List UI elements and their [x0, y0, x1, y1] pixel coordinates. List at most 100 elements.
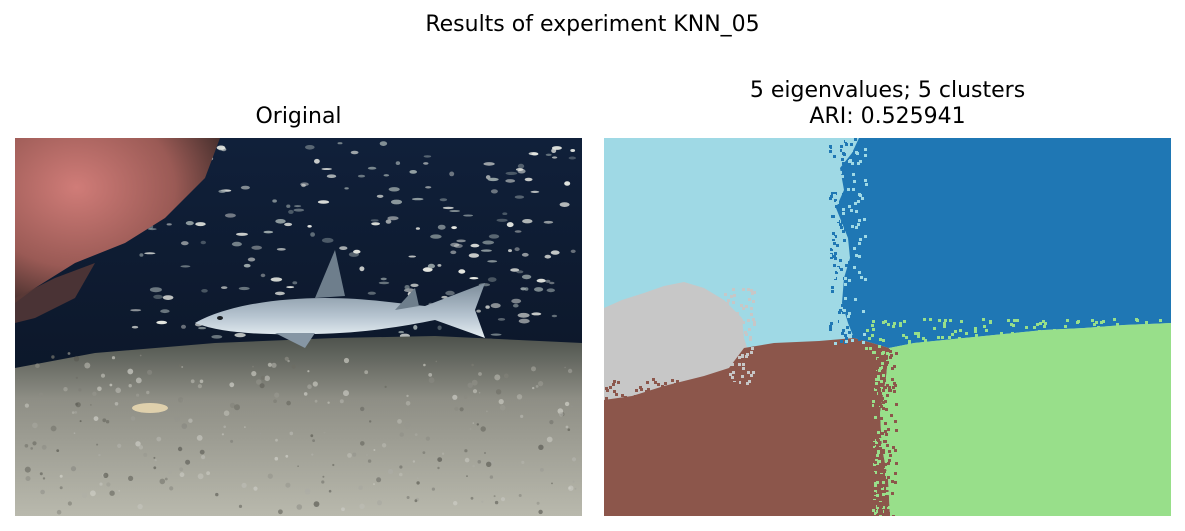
pebble-mark [147, 369, 153, 375]
segmentation-pixel [744, 331, 747, 334]
segmentation-pixel [839, 291, 842, 294]
pebble-mark [423, 363, 426, 367]
segmentation-pixel [1020, 337, 1023, 340]
pebble-mark [181, 423, 188, 429]
pebble-mark [343, 357, 350, 364]
pebble-mark [178, 364, 182, 368]
segmentation-pixel [885, 406, 888, 409]
segmentation-pixel [873, 370, 876, 373]
segmentation-pixel [733, 294, 736, 297]
pebble-mark [79, 420, 82, 423]
pebble-mark [428, 373, 433, 377]
pebble-mark [313, 501, 320, 507]
pebble-mark [367, 459, 372, 463]
pebble-mark [464, 449, 468, 453]
pebble-mark [540, 468, 544, 472]
segmentation-pixel [864, 179, 867, 182]
segmentation-pixel [876, 462, 879, 465]
segmentation-pixel [879, 500, 882, 503]
segmentation-pixel [882, 449, 885, 452]
segmentation-pixel [881, 432, 884, 435]
pebble-mark [100, 373, 106, 378]
segmentation-pixel [885, 363, 888, 366]
fish-mark [422, 267, 433, 272]
segmentation-pixel [1149, 344, 1152, 347]
segmentation-pixel [906, 348, 909, 351]
segmentation-pixel [895, 403, 898, 406]
segmentation-pixel [895, 413, 898, 416]
fish-mark [286, 286, 295, 289]
segmentation-pixel [871, 324, 874, 327]
segmentation-pixel [941, 336, 944, 339]
segmentation-pixel [974, 327, 977, 330]
pebble-mark [99, 482, 103, 486]
segmentation-pixel [881, 397, 884, 400]
segmentation-pixel [887, 512, 890, 515]
segmentation-pixel [891, 492, 894, 495]
fish-mark [359, 266, 365, 272]
segmentation-pixel [868, 337, 871, 340]
segmentation-pixel [874, 512, 877, 515]
segmentation-pixel [840, 149, 843, 152]
segmentation-pixel [880, 380, 883, 383]
segmentation-pixel [706, 402, 709, 405]
segmentation-pixel [885, 504, 888, 507]
fish-mark [404, 285, 410, 290]
segmentation-pixel [854, 298, 857, 301]
segmentation-pixel [881, 466, 884, 469]
segmentation-pixel [877, 431, 880, 434]
segmentation-pixel [732, 371, 735, 374]
pebble-mark [196, 435, 203, 441]
fish-mark [379, 141, 388, 146]
pebble-mark [399, 432, 404, 437]
pebble-mark [484, 452, 486, 454]
segmentation-pixel [863, 333, 866, 336]
pebble-mark [387, 468, 394, 475]
segmentation-pixel [726, 342, 729, 345]
segmentation-pixel [876, 494, 879, 497]
original-panel-title: Original [255, 104, 342, 129]
pebble-mark [223, 410, 230, 417]
pebble-mark [572, 480, 575, 483]
pebble-mark [314, 399, 318, 403]
segmentation-pixel [885, 433, 888, 436]
segmentation-pixel [882, 389, 885, 392]
segmentation-pixel [1010, 334, 1013, 337]
fish-mark [181, 324, 186, 329]
segmentation-pixel [927, 351, 930, 354]
segmentation-pixel [1106, 350, 1109, 353]
segmentation-pixel [893, 350, 896, 353]
fish-mark [536, 278, 546, 283]
pebble-mark [435, 360, 438, 363]
fish-mark [550, 250, 560, 255]
segmentation-pixel [882, 493, 885, 496]
pebble-mark [521, 460, 525, 464]
segmentation-pixel [876, 506, 879, 509]
fish-mark [224, 213, 236, 218]
fish-mark [357, 174, 366, 178]
pebble-mark [181, 366, 184, 368]
fish-mark [156, 320, 168, 325]
segmentation-pixel [860, 261, 863, 264]
segmentation-pixel [726, 306, 729, 309]
segmentation-pixel [880, 366, 883, 369]
segmentation-pixel [851, 180, 854, 183]
fish-mark [423, 155, 432, 158]
fish-mark [543, 220, 554, 224]
fish-mark [468, 253, 480, 258]
fish-mark [458, 269, 466, 274]
segmentation-pixel [893, 512, 896, 515]
segmentation-pixel [861, 197, 864, 200]
segmentation-pixel [729, 325, 732, 328]
segmentation-pixel [841, 175, 844, 178]
segmentation-pixel [859, 225, 862, 228]
segmentation-pixel [844, 179, 847, 182]
fish-mark [508, 249, 512, 253]
pebble-mark [323, 431, 326, 434]
pebble-mark [51, 355, 55, 359]
segmentation-pixel [886, 396, 889, 399]
segmentation-pixel [859, 157, 862, 160]
pebble-mark [564, 366, 566, 369]
segmentation-pixel [1152, 343, 1155, 346]
segmentation-pixel [1076, 332, 1079, 335]
